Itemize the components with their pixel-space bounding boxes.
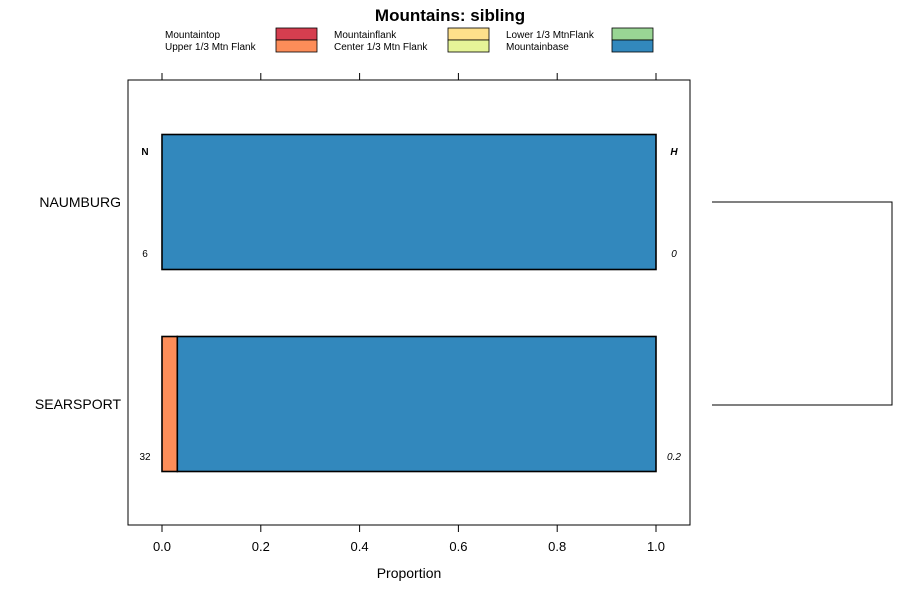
legend-swatch-mountainflank	[447, 27, 490, 41]
legend-swatch-upper-1-3-mtn-flank	[275, 39, 318, 53]
legend-swatch-mountaintop	[275, 27, 318, 41]
left-column-header: N	[141, 147, 148, 158]
dendrogram-branch	[712, 201, 893, 406]
legend-label-mountainflank: Mountainflank	[334, 30, 397, 41]
legend-swatch-mountainbase	[611, 39, 654, 53]
right-column-value: 0	[671, 249, 677, 260]
plot-frame	[127, 79, 691, 526]
legend-label-lower-1-3-mtnflank: Lower 1/3 MtnFlank	[506, 30, 595, 41]
axis-ticks: 0.0 0.2 0.4 0.6 0.8 1.0	[153, 73, 665, 554]
left-column-value: 6	[142, 249, 148, 260]
legend-label-mountaintop: Mountaintop	[165, 30, 220, 41]
left-column-value: 32	[139, 452, 151, 463]
chart-title: Mountains: sibling	[375, 6, 525, 25]
x-axis-title: Proportion	[377, 565, 442, 581]
bar-searsport-upper-1-3-mtn-flank	[161, 335, 179, 473]
dendrogram	[712, 201, 893, 406]
side-columns: N H 6 32 0 0.2	[139, 147, 681, 463]
category-label-searsport: SEARSPORT	[35, 396, 122, 412]
legend-label-center-1-3-mtn-flank: Center 1/3 Mtn Flank	[334, 42, 428, 53]
right-column-header: H	[670, 147, 678, 158]
legend-swatch-center-1-3-mtn-flank	[447, 39, 490, 53]
category-labels: NAUMBURG SEARSPORT	[35, 194, 122, 412]
x-tick-label: 0.0	[153, 539, 171, 554]
category-label-naumburg: NAUMBURG	[39, 194, 121, 210]
x-tick-label: 0.2	[252, 539, 270, 554]
x-tick-label: 1.0	[647, 539, 665, 554]
x-tick-label: 0.6	[449, 539, 467, 554]
bar-searsport-mountainbase	[176, 335, 657, 473]
bar-naumburg-mountainbase	[161, 133, 657, 271]
bars	[161, 133, 657, 473]
legend-label-upper-1-3-mtn-flank: Upper 1/3 Mtn Flank	[165, 42, 257, 53]
x-tick-label: 0.4	[351, 539, 369, 554]
legend-label-mountainbase: Mountainbase	[506, 42, 569, 53]
right-column-value: 0.2	[667, 452, 681, 463]
x-tick-label: 0.8	[548, 539, 566, 554]
legend-swatch-lower-1-3-mtnflank	[611, 27, 654, 41]
